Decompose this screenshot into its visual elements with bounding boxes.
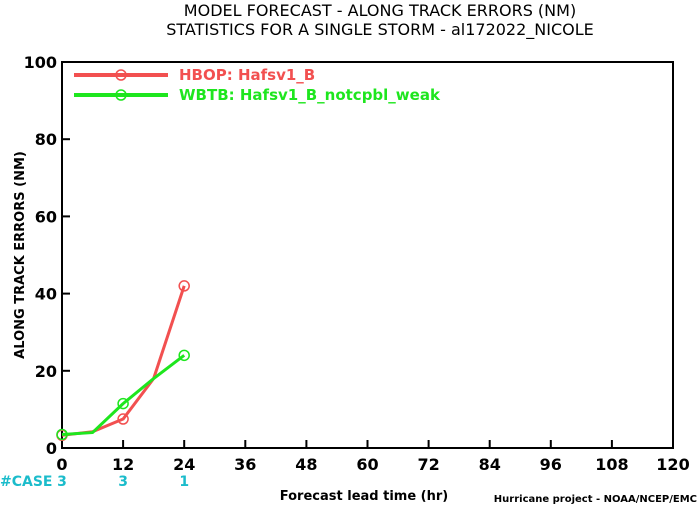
y-tick-label: 0 [46, 439, 57, 458]
x-tick-label: 60 [356, 455, 378, 474]
x-tick-label: 0 [56, 455, 67, 474]
y-tick-label: 60 [35, 207, 57, 226]
x-tick-label: 84 [479, 455, 501, 474]
y-tick-label: 80 [35, 130, 57, 149]
x-tick-label: 12 [112, 455, 134, 474]
chart-title-line-1: MODEL FORECAST - ALONG TRACK ERRORS (NM) [184, 1, 576, 20]
y-tick-label: 20 [35, 362, 57, 381]
series-2-marker [56, 428, 68, 441]
case-label: #CASE [0, 474, 53, 490]
plot-area [61, 61, 674, 449]
legend-label-2: WBTB: Hafsv1_B_notcpbl_weak [179, 86, 441, 104]
series-line-1 [61, 285, 186, 437]
series-group [56, 280, 190, 442]
y-tick-label: 100 [24, 53, 57, 72]
legend-marker-1 [115, 69, 127, 81]
x-tick-label: 36 [234, 455, 256, 474]
series-2-marker [117, 397, 129, 410]
x-tick-label: 24 [173, 455, 195, 474]
case-count: 3 [57, 474, 67, 490]
x-axis-label: Forecast lead time (hr) [280, 489, 448, 504]
chart-title-line-2: STATISTICS FOR A SINGLE STORM - al172022… [166, 20, 594, 40]
legend-label-1: HBOP: Hafsv1_B [179, 66, 315, 84]
case-counts: 3 3 1 [57, 474, 189, 490]
x-axis: 0 12 24 36 48 60 72 84 96 108 120 [56, 440, 690, 474]
case-count: 3 [118, 474, 128, 490]
y-axis-label: ALONG TRACK ERRORS (NM) [13, 151, 28, 359]
x-tick-label: 108 [595, 455, 628, 474]
case-count: 1 [179, 474, 189, 490]
x-tick-label: 120 [656, 455, 689, 474]
x-tick-label: 96 [540, 455, 562, 474]
legend: HBOP: Hafsv1_B WBTB: Hafsv1_B_notcpbl_wea… [74, 66, 441, 104]
y-axis: 0 20 40 60 80 100 [24, 53, 70, 458]
series-2-marker [178, 349, 190, 362]
x-tick-label: 72 [417, 455, 439, 474]
series-1-marker [117, 413, 129, 425]
series-line-2 [61, 354, 186, 436]
y-tick-label: 40 [35, 285, 57, 304]
credit-text: Hurricane project - NOAA/NCEP/EMC [494, 494, 697, 505]
series-1-marker [178, 280, 190, 292]
legend-marker-2 [115, 89, 127, 101]
x-tick-label: 48 [295, 455, 317, 474]
